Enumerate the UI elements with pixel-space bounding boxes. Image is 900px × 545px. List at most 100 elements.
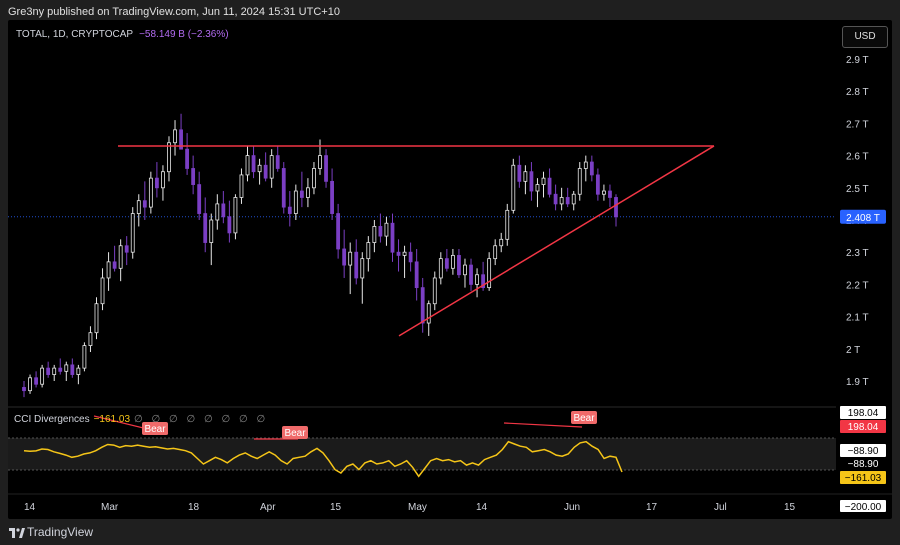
- candle[interactable]: [414, 248, 419, 301]
- candle[interactable]: [602, 184, 606, 201]
- candle[interactable]: [559, 187, 564, 211]
- candle[interactable]: [112, 245, 117, 272]
- candle[interactable]: [179, 113, 183, 150]
- candle[interactable]: [227, 200, 232, 243]
- candle[interactable]: [475, 268, 479, 298]
- candle[interactable]: [499, 232, 504, 253]
- candle[interactable]: [438, 252, 443, 285]
- candle[interactable]: [154, 162, 159, 198]
- candle[interactable]: [82, 342, 87, 372]
- candle[interactable]: [432, 271, 437, 311]
- candle[interactable]: [293, 184, 298, 220]
- candle[interactable]: [245, 145, 250, 182]
- candle[interactable]: [541, 171, 546, 198]
- candle[interactable]: [444, 248, 449, 272]
- candle[interactable]: [487, 252, 492, 291]
- candle[interactable]: [571, 191, 576, 211]
- candle[interactable]: [529, 162, 534, 201]
- candle[interactable]: [142, 181, 147, 220]
- candle[interactable]: [269, 149, 274, 188]
- candle[interactable]: [281, 162, 286, 214]
- symbol-legend[interactable]: TOTAL, 1D, CRYPTOCAP −58.149 B (−2.36%): [16, 29, 229, 40]
- candle[interactable]: [191, 155, 196, 195]
- candle[interactable]: [384, 216, 389, 246]
- candle[interactable]: [342, 229, 347, 278]
- candle[interactable]: [511, 158, 516, 214]
- candle[interactable]: [348, 242, 353, 295]
- candle[interactable]: [366, 236, 371, 272]
- candle[interactable]: [287, 191, 292, 227]
- candle[interactable]: [239, 168, 244, 204]
- candle[interactable]: [263, 152, 268, 182]
- candle[interactable]: [360, 252, 365, 304]
- candle[interactable]: [372, 220, 377, 253]
- candle[interactable]: [34, 371, 38, 388]
- candle[interactable]: [251, 145, 256, 179]
- candle[interactable]: [330, 168, 334, 220]
- candle[interactable]: [52, 364, 57, 381]
- candle[interactable]: [577, 162, 582, 201]
- candle[interactable]: [324, 149, 328, 188]
- candle[interactable]: [275, 145, 280, 172]
- candle[interactable]: [553, 184, 558, 211]
- candle[interactable]: [22, 381, 26, 398]
- candle[interactable]: [306, 178, 310, 208]
- candle[interactable]: [118, 239, 123, 282]
- candle[interactable]: [233, 194, 238, 240]
- support-trendline[interactable]: [398, 145, 715, 337]
- candle[interactable]: [136, 194, 141, 227]
- candle[interactable]: [535, 178, 540, 208]
- candle[interactable]: [124, 236, 129, 266]
- candle[interactable]: [408, 242, 413, 272]
- chart-panel[interactable]: Bear Bear Bear 2.9 T 2.8 T 2.7 T 2.6 T 2.5 T 2.…: [8, 20, 892, 519]
- candle[interactable]: [493, 239, 498, 266]
- candle[interactable]: [614, 194, 618, 227]
- candle[interactable]: [70, 358, 75, 378]
- candle[interactable]: [46, 361, 51, 378]
- candle[interactable]: [148, 171, 153, 214]
- currency-button[interactable]: USD: [842, 26, 888, 48]
- candle[interactable]: [517, 155, 522, 188]
- candle[interactable]: [130, 207, 135, 259]
- price-chart[interactable]: Bear Bear Bear 2.9 T 2.8 T 2.7 T 2.6 T 2.5 T 2.…: [8, 20, 892, 519]
- candle[interactable]: [203, 197, 208, 253]
- candle[interactable]: [390, 213, 395, 262]
- candle[interactable]: [312, 162, 316, 195]
- candle[interactable]: [565, 187, 570, 208]
- candle[interactable]: [299, 171, 304, 208]
- footer-brand[interactable]: TradingView: [9, 525, 93, 539]
- candle[interactable]: [354, 239, 359, 285]
- candle[interactable]: [463, 258, 467, 288]
- candle[interactable]: [402, 245, 407, 278]
- candle[interactable]: [457, 248, 461, 278]
- candle[interactable]: [100, 268, 105, 311]
- candle[interactable]: [221, 191, 226, 224]
- candle[interactable]: [589, 155, 594, 182]
- candle[interactable]: [94, 297, 99, 340]
- candle[interactable]: [547, 168, 552, 198]
- candle[interactable]: [185, 133, 190, 175]
- candle[interactable]: [88, 326, 93, 353]
- candle[interactable]: [505, 203, 510, 246]
- candle[interactable]: [378, 213, 383, 243]
- candle[interactable]: [257, 158, 262, 185]
- candle[interactable]: [197, 171, 202, 220]
- candle[interactable]: [523, 165, 528, 195]
- candle[interactable]: [58, 358, 63, 375]
- candle[interactable]: [318, 139, 322, 175]
- candle[interactable]: [450, 248, 455, 275]
- candle[interactable]: [76, 364, 81, 385]
- candle[interactable]: [167, 136, 171, 182]
- candle[interactable]: [608, 184, 612, 208]
- candle[interactable]: [336, 203, 341, 259]
- candle[interactable]: [64, 361, 69, 381]
- candle[interactable]: [40, 364, 45, 388]
- candle[interactable]: [161, 165, 165, 201]
- candle[interactable]: [173, 120, 177, 156]
- candle[interactable]: [106, 252, 111, 291]
- candle[interactable]: [209, 213, 214, 266]
- candle[interactable]: [396, 239, 401, 272]
- candle[interactable]: [215, 194, 220, 230]
- candle[interactable]: [595, 168, 600, 201]
- candle[interactable]: [469, 258, 473, 291]
